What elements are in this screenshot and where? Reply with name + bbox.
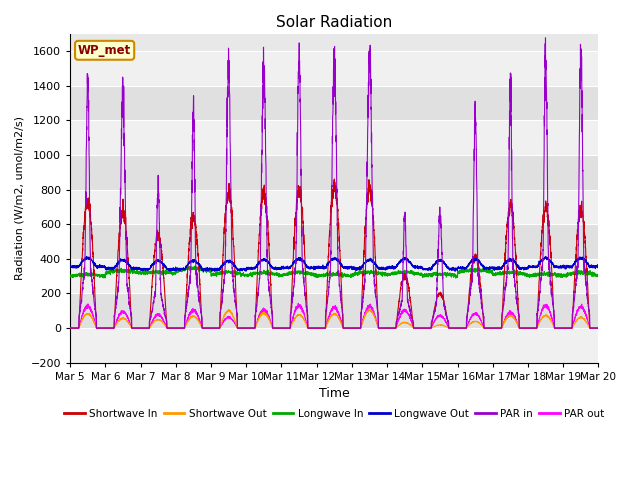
Bar [70,51,598,86]
Legend: Shortwave In, Shortwave Out, Longwave In, Longwave Out, PAR in, PAR out: Shortwave In, Shortwave Out, Longwave In… [60,405,609,423]
Y-axis label: Radiation (W/m2, umol/m2/s): Radiation (W/m2, umol/m2/s) [15,116,25,280]
Bar [70,293,598,328]
Bar [70,259,598,293]
Bar [70,120,598,155]
X-axis label: Time: Time [319,387,349,400]
Bar [70,155,598,190]
Title: Solar Radiation: Solar Radiation [276,15,392,30]
Bar [70,328,598,363]
Bar [70,86,598,120]
Bar [70,190,598,224]
Bar [70,224,598,259]
Text: WP_met: WP_met [78,44,131,57]
